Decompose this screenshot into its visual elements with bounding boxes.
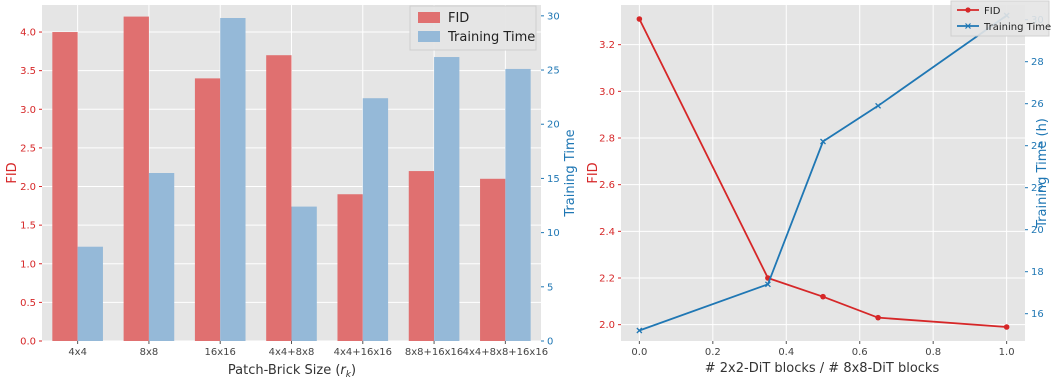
x-tick-label: 16x16 [205,347,236,358]
x-tick-label: 4x4+8x8 [269,347,315,358]
y-tick-label: 0.0 [20,337,36,348]
point-fid [875,314,881,321]
y-tick-label: 1.5 [20,221,36,232]
y-tick-label: 3.2 [599,40,615,51]
y-tick-label: 0.5 [20,298,36,309]
line-chart-x-axis-label: # 2x2-DiT blocks / # 8x8-DiT blocks [705,361,940,376]
point-training-time [875,102,882,109]
bar-fid [194,78,221,342]
legend-swatch-fid [418,12,440,23]
line-chart-plot-area [621,5,1025,341]
bar-chart-right-y-axis-label: Training Time [563,129,578,217]
legend-label-fid: FID [984,6,1001,17]
bar-chart-bars [52,16,531,342]
bar-fid [408,171,435,341]
y-tick-label: 30 [547,11,560,22]
y-tick-label: 2.6 [599,180,615,191]
y-tick-label: 2.8 [599,134,615,145]
bar-training-time [434,57,460,341]
y-tick-label: 10 [547,228,560,239]
x-tick-label: 1.0 [999,347,1015,358]
bar-training-time [505,68,531,341]
bar-training-time [362,98,389,341]
bar-chart-legend: FID Training Time [409,5,537,51]
y-tick-label: 22 [1031,183,1044,194]
point-fid [636,16,643,22]
bar-training-time [148,173,175,341]
legend-swatch-training-time [418,31,440,42]
y-tick-label: 3.0 [599,87,615,98]
bar-chart-x-axis-label: Patch-Brick Size (rk) [228,363,356,379]
x-tick-label: 4x4+16x16 [334,347,392,358]
y-tick-label: 2.2 [599,274,615,285]
line-chart-left-y-axis-label: FID [586,162,601,183]
bar-training-time [291,206,317,341]
y-tick-label: 28 [1031,57,1044,68]
bar-training-time [77,246,103,341]
y-tick-label: 1.0 [20,259,36,270]
y-tick-label: 26 [1031,99,1044,110]
y-tick-label: 3.0 [20,105,36,116]
legend-label-training-time: Training Time [983,22,1051,33]
y-tick-label: 2.5 [20,143,36,154]
legend-marker-fid [965,7,971,13]
y-tick-label: 24 [1031,141,1044,152]
x-tick-label: 8x8+16x16 [405,347,463,358]
line-chart-left-y-ticks: 2.0 2.2 2.4 2.6 2.8 3.0 3.2 [599,40,621,331]
bar-fid [266,55,292,341]
bar-chart: 0.0 0.5 1.0 1.5 2.0 2.5 3.0 3.5 4.0 0 5 10 15 20 25 30… [5,5,578,379]
bar-chart-left-y-ticks: 0.0 0.5 1.0 1.5 2.0 2.5 3.0 3.5 4.0 [20,28,42,348]
y-tick-label: 2.0 [599,320,615,331]
bar-fid [337,194,363,341]
legend-label-fid: FID [448,11,469,26]
line-chart-series [636,12,1010,334]
bar-fid [123,16,149,341]
y-tick-label: 2.0 [20,182,36,193]
line-chart-right-y-axis-label: Training Time (h) [1035,118,1050,229]
x-tick-label: 0.8 [925,347,941,358]
x-tick-label: 4x4 [68,347,87,358]
bar-training-time [220,18,246,342]
legend-marker-training-time [965,23,971,29]
line-chart-x-ticks: 0.0 0.2 0.4 0.6 0.8 1.0 [631,341,1015,358]
point-training-time [764,281,771,288]
y-tick-label: 3.5 [20,66,36,77]
y-tick-label: 2.4 [599,227,615,238]
point-fid [1003,324,1010,330]
y-tick-label: 0 [547,337,553,348]
y-tick-label: 18 [1031,267,1044,278]
y-tick-label: 20 [1031,225,1044,236]
bar-chart-left-y-axis-label: FID [5,162,20,183]
bar-fid [52,32,78,341]
point-training-time [820,138,826,145]
y-tick-label: 16 [1031,309,1044,320]
bar-chart-x-ticks: 4x4 8x8 16x16 4x4+8x8 4x4+16x16 8x8+16x16 4x4+… [68,341,548,358]
y-tick-label: 15 [547,174,560,185]
bar-chart-right-y-ticks: 0 5 10 15 20 25 30 [541,11,560,348]
x-tick-label: 0.2 [705,347,721,358]
x-tick-label: 0.6 [852,347,868,358]
bar-fid [480,178,506,341]
y-tick-label: 5 [547,282,553,293]
y-tick-label: 4.0 [20,28,36,39]
y-tick-label: 20 [547,120,560,131]
line-chart-legend: FID Training Time [950,0,1051,37]
legend-label-training-time: Training Time [447,30,535,45]
point-training-time [636,327,643,334]
point-fid [820,293,826,300]
line-chart: 2.02.22.42.62.83.03.2 1618202224262830 0… [586,0,1051,376]
x-tick-label: 8x8 [140,347,159,358]
x-tick-label: 4x4+8x8+16x16 [463,347,548,358]
x-tick-label: 0.0 [631,347,647,358]
y-tick-label: 25 [547,66,560,77]
x-tick-label: 0.4 [778,347,794,358]
